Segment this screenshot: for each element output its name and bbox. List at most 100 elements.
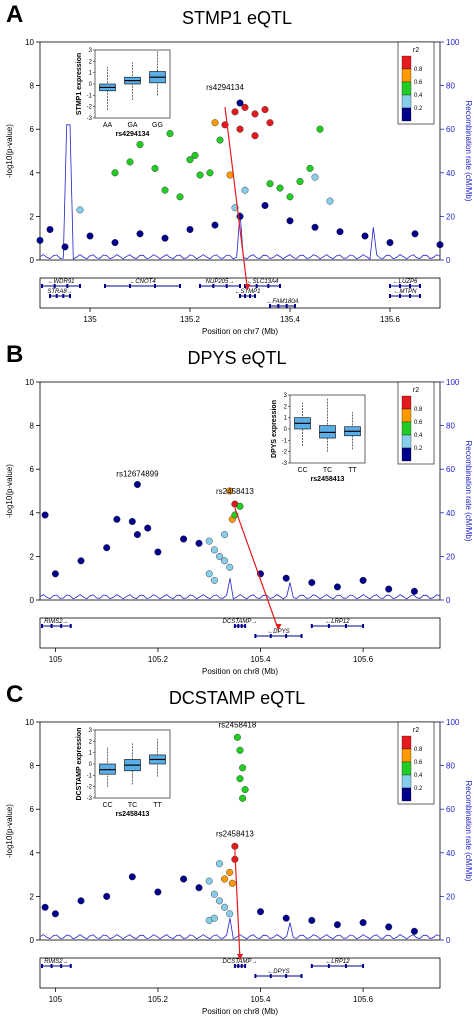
- y-tick-label: 6: [30, 805, 35, 814]
- y-tick-label: 4: [30, 849, 35, 858]
- gene-label: ←LRP12: [325, 619, 350, 625]
- snp-point: [226, 563, 234, 571]
- y-right-tick-label: 100: [446, 378, 460, 387]
- inset-group-label: CC: [102, 802, 112, 809]
- y-right-axis-label: Recombination rate (cM/Mb): [464, 781, 473, 882]
- gene-exon: [244, 624, 247, 628]
- gene-exon: [254, 974, 257, 978]
- snp-point: [136, 230, 144, 238]
- panel-letter: C: [6, 681, 23, 708]
- snp-point: [41, 511, 49, 519]
- secondary-snp-label: rs12674899: [116, 469, 159, 478]
- gene-exon: [327, 624, 330, 628]
- gene-exon: [240, 964, 243, 968]
- gene-exon: [409, 294, 411, 298]
- snp-point: [233, 733, 241, 741]
- snp-point: [286, 193, 294, 201]
- secondary-snp-label: rs2458418: [219, 720, 257, 729]
- snp-point: [210, 890, 218, 898]
- snp-point: [239, 794, 247, 802]
- legend-tick-label: 0.4: [414, 773, 423, 779]
- snp-point: [154, 888, 162, 896]
- arrow-head: [244, 284, 251, 290]
- arrow-head: [275, 624, 282, 630]
- snp-point: [221, 875, 229, 883]
- snp-point: [41, 903, 49, 911]
- y-tick-label: 0: [30, 256, 35, 265]
- recombination-rate-line: [39, 918, 441, 940]
- gene-exon: [60, 624, 63, 628]
- snp-point: [236, 502, 244, 510]
- snp-point: [205, 877, 213, 885]
- inset-y-tick-label: 3: [89, 728, 93, 734]
- snp-point: [241, 103, 249, 111]
- snp-point: [215, 897, 223, 905]
- snp-point: [296, 177, 304, 185]
- snp-point: [231, 842, 239, 850]
- snp-point: [103, 544, 111, 552]
- snp-point: [128, 873, 136, 881]
- gene-exon: [244, 294, 246, 298]
- snp-point: [195, 539, 203, 547]
- gene-exon: [362, 964, 365, 968]
- inset-y-tick-label: -1: [87, 93, 93, 99]
- snp-point: [61, 243, 69, 251]
- gene-exon: [285, 304, 288, 308]
- gene-exon: [53, 284, 56, 288]
- snp-point: [211, 119, 219, 127]
- x-tick-label: 135: [83, 315, 97, 324]
- legend-tick-label: 0.4: [414, 93, 423, 99]
- snp-point: [154, 548, 162, 556]
- inset-y-tick-label: -3: [87, 796, 93, 802]
- gene-label: ←MTPN: [394, 289, 418, 295]
- snp-point: [336, 228, 344, 236]
- gene-exon: [294, 304, 296, 308]
- y-right-tick-label: 0: [446, 596, 451, 605]
- gene-exon: [239, 284, 241, 288]
- snp-point: [266, 180, 274, 188]
- lead-snp-label: rs4294134: [206, 83, 244, 92]
- legend-tick-label: 0.6: [414, 420, 423, 426]
- snp-point: [359, 919, 367, 927]
- y-right-tick-label: 0: [446, 256, 451, 265]
- gene-exon: [300, 974, 303, 978]
- panel-title: DPYS eQTL: [187, 348, 286, 368]
- snp-point: [205, 570, 213, 578]
- y-right-tick-label: 100: [446, 38, 460, 47]
- legend-swatch: [401, 107, 412, 122]
- x-tick-label: 105.6: [353, 655, 374, 664]
- snp-point: [266, 119, 274, 127]
- gene-label: ←LRP12: [325, 959, 350, 965]
- snp-point: [261, 106, 269, 114]
- inset-y-tick-label: -1: [87, 773, 93, 779]
- y-right-axis-label: Recombination rate (cM/Mb): [464, 441, 473, 542]
- x-tick-label: 105.6: [353, 995, 374, 1004]
- snp-point: [282, 914, 290, 922]
- gene-label: STRA8→: [47, 289, 72, 295]
- inset-y-tick-label: -2: [282, 450, 288, 456]
- inset-y-tick-label: -1: [282, 438, 288, 444]
- snp-point: [386, 239, 394, 247]
- snp-gene-arrow: [234, 850, 241, 961]
- y-tick-label: 2: [30, 212, 35, 221]
- gene-exon: [60, 964, 63, 968]
- snp-point: [180, 875, 188, 883]
- recombination-rate-line: [39, 578, 441, 600]
- legend-title: r2: [413, 387, 419, 394]
- gene-exon: [179, 284, 181, 288]
- legend-swatch: [401, 94, 412, 109]
- snp-point: [251, 132, 259, 140]
- inset-y-tick-label: 0: [89, 762, 93, 768]
- gene-exon: [69, 964, 72, 968]
- snp-point: [77, 557, 85, 565]
- legend-swatch: [401, 408, 412, 423]
- gene-exon: [254, 294, 256, 298]
- inset-y-tick-label: 1: [89, 751, 93, 757]
- x-axis-label: Position on chr8 (Mb): [202, 667, 278, 676]
- y-right-tick-label: 0: [446, 936, 451, 945]
- y-right-tick-label: 60: [446, 805, 455, 814]
- inset-y-label: DCSTAMP expression: [76, 728, 83, 801]
- gene-exon: [225, 284, 228, 288]
- snp-point: [186, 156, 194, 164]
- gene-exon: [233, 624, 236, 628]
